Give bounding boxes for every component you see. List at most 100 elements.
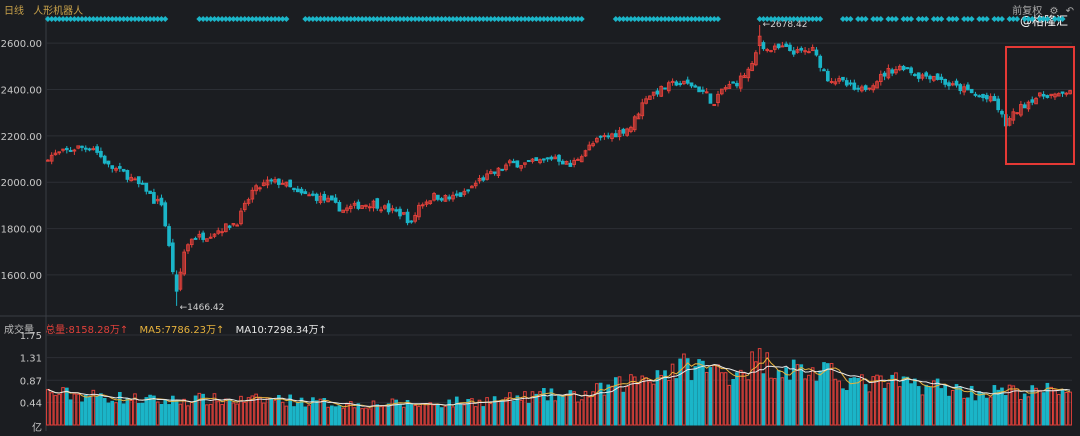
candle-body: [973, 93, 978, 96]
volume-bar: [401, 406, 406, 426]
candle-body: [871, 85, 876, 91]
signal-marker: [408, 16, 415, 22]
volume-bar: [545, 400, 550, 426]
candle-body: [110, 165, 115, 169]
volume-bar: [844, 390, 849, 426]
signal-marker: [631, 16, 638, 22]
volume-bar: [280, 401, 285, 426]
volume-bar: [303, 406, 308, 426]
volume-bar: [1049, 386, 1054, 426]
candle-body: [428, 200, 433, 205]
adjust-button[interactable]: 前复权: [1012, 6, 1043, 17]
volume-bar: [242, 401, 247, 426]
signal-marker: [147, 16, 154, 22]
candle-body: [1007, 118, 1012, 126]
volume-bar: [182, 398, 187, 426]
candle-body: [962, 86, 966, 93]
candle-body: [659, 85, 664, 97]
candle-body: [197, 233, 202, 238]
signal-marker: [211, 16, 218, 22]
volume-bar: [227, 399, 232, 426]
signal-marker: [249, 16, 256, 22]
signal-marker: [843, 16, 850, 22]
candle-body: [443, 194, 448, 202]
candle-body: [386, 203, 391, 213]
candle-body: [466, 189, 470, 192]
signal-marker: [556, 16, 562, 22]
candle-body: [492, 171, 497, 174]
volume-bar: [46, 388, 50, 426]
candle-body: [1026, 101, 1031, 110]
volume-bar: [337, 405, 342, 426]
candle-body: [939, 76, 944, 80]
volume-bar: [595, 383, 599, 426]
candle-body: [856, 87, 860, 90]
volume-bar: [1030, 385, 1035, 426]
volume-bar: [519, 399, 523, 426]
volume-bar: [250, 395, 255, 426]
signal-marker: [415, 16, 422, 22]
signal-marker: [279, 16, 286, 22]
volume-bar: [757, 348, 762, 426]
candle-body: [178, 271, 183, 290]
signal-marker: [124, 16, 131, 22]
signal-marker: [991, 16, 998, 22]
candle-body: [568, 162, 573, 167]
signal-marker: [858, 16, 865, 22]
candle-body: [432, 193, 436, 201]
candle-body: [538, 159, 542, 164]
volume-bar: [875, 374, 879, 426]
volume-bar: [742, 372, 747, 426]
signal-marker: [404, 16, 411, 22]
signal-marker: [328, 16, 335, 22]
signal-marker: [699, 16, 706, 22]
candle-body: [409, 220, 414, 223]
volume-bar: [981, 392, 985, 426]
volume-bar: [897, 386, 902, 426]
volume-bar: [481, 406, 486, 426]
signal-marker: [442, 16, 449, 22]
period-label[interactable]: 日线: [4, 6, 24, 17]
candle-body: [674, 81, 679, 86]
candle-body: [810, 47, 815, 52]
signal-marker: [809, 16, 816, 22]
volume-bar: [613, 377, 618, 426]
volume-bar: [769, 377, 773, 426]
volume-bar: [1015, 388, 1019, 426]
signal-marker: [116, 16, 123, 22]
candle-body: [598, 135, 603, 138]
signal-marker: [533, 16, 540, 22]
index-name: 人形机器人: [33, 6, 84, 17]
candle-body: [360, 205, 364, 209]
candle-body: [746, 68, 751, 79]
candle-body: [242, 202, 247, 211]
settings-icon[interactable]: ⚙: [1049, 6, 1059, 17]
volume-bar: [95, 395, 99, 426]
candle-body: [564, 160, 569, 165]
signal-marker: [113, 16, 120, 22]
candle-body: [708, 93, 713, 104]
volume-bar: [436, 404, 440, 426]
volume-bar: [515, 395, 520, 426]
candle-body: [106, 160, 111, 165]
candle-body: [799, 47, 804, 51]
volume-bar: [390, 398, 395, 426]
volume-bar: [666, 379, 671, 426]
volume-bar: [375, 404, 380, 426]
signal-marker: [370, 16, 377, 22]
candle-body: [171, 242, 175, 273]
signal-marker: [559, 16, 566, 22]
candle-body: [1037, 92, 1042, 97]
signal-marker: [234, 16, 241, 22]
candle-body: [394, 209, 399, 212]
signal-marker: [521, 16, 528, 22]
signal-marker: [253, 16, 260, 22]
volume-bar: [129, 400, 134, 426]
undo-icon[interactable]: ↶: [1065, 6, 1074, 17]
candle-body: [114, 168, 118, 171]
volume-bar: [795, 364, 800, 426]
candle-body: [606, 135, 611, 138]
signal-marker: [374, 16, 381, 22]
candle-body: [757, 35, 762, 46]
